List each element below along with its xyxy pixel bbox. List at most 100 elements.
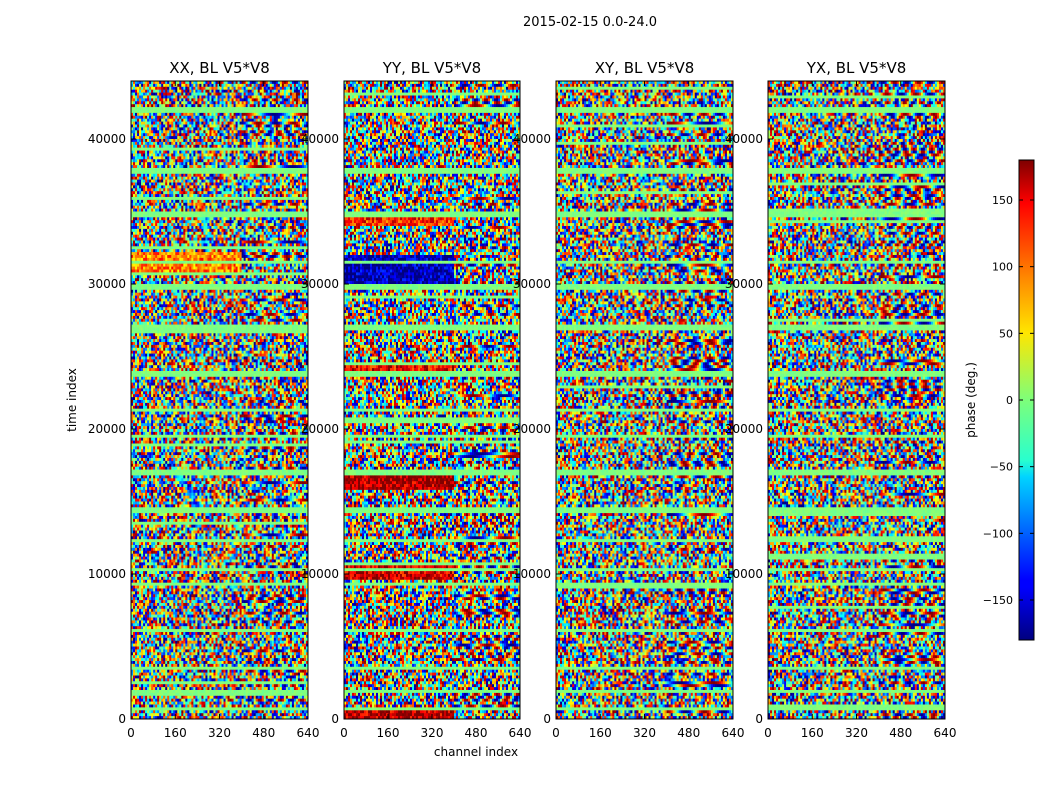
heatmap-cell bbox=[197, 122, 199, 125]
heatmap-cell bbox=[191, 197, 193, 200]
heatmap-cell bbox=[244, 229, 246, 232]
heatmap-cell bbox=[250, 107, 252, 110]
heatmap-cell bbox=[264, 107, 266, 110]
heatmap-cell bbox=[248, 113, 250, 116]
heatmap-cell bbox=[205, 101, 207, 104]
heatmap-cell bbox=[252, 145, 254, 148]
heatmap-cell bbox=[135, 223, 137, 226]
heatmap-cell bbox=[220, 122, 222, 125]
heatmap-cell bbox=[201, 220, 203, 223]
heatmap-cell bbox=[242, 188, 244, 191]
heatmap-cell bbox=[173, 148, 175, 151]
heatmap-cell bbox=[167, 206, 169, 209]
heatmap-cell bbox=[161, 93, 163, 96]
heatmap-cell bbox=[274, 209, 276, 212]
heatmap-cell bbox=[215, 142, 217, 145]
heatmap-cell bbox=[145, 229, 147, 232]
heatmap-cell bbox=[173, 168, 175, 171]
heatmap-cell bbox=[284, 188, 286, 191]
heatmap-cell bbox=[175, 87, 177, 90]
heatmap-cell bbox=[153, 145, 155, 148]
heatmap-cell bbox=[147, 226, 149, 229]
heatmap-cell bbox=[236, 116, 238, 119]
heatmap-cell bbox=[228, 133, 230, 136]
heatmap-cell bbox=[215, 125, 217, 128]
heatmap-cell bbox=[139, 107, 141, 110]
heatmap-cell bbox=[159, 214, 161, 217]
heatmap-cell bbox=[195, 130, 197, 133]
heatmap-cell bbox=[264, 127, 266, 130]
heatmap-cell bbox=[143, 232, 145, 235]
heatmap-cell bbox=[157, 145, 159, 148]
heatmap-cell bbox=[213, 136, 215, 139]
heatmap-cell bbox=[193, 212, 195, 215]
heatmap-cell bbox=[226, 98, 228, 101]
heatmap-cell bbox=[187, 188, 189, 191]
heatmap-cell bbox=[270, 87, 272, 90]
heatmap-cell bbox=[236, 133, 238, 136]
heatmap-cell bbox=[230, 159, 232, 162]
heatmap-cell bbox=[254, 194, 256, 197]
heatmap-cell bbox=[181, 177, 183, 180]
heatmap-cell bbox=[205, 127, 207, 130]
heatmap-cell bbox=[234, 232, 236, 235]
heatmap-cell bbox=[151, 130, 153, 133]
heatmap-cell bbox=[161, 183, 163, 186]
heatmap-cell bbox=[250, 229, 252, 232]
heatmap-cell bbox=[292, 84, 294, 87]
heatmap-cell bbox=[137, 107, 139, 110]
heatmap-cell bbox=[217, 116, 219, 119]
heatmap-cell bbox=[224, 206, 226, 209]
heatmap-cell bbox=[292, 148, 294, 151]
heatmap-cell bbox=[193, 101, 195, 104]
heatmap-cell bbox=[284, 209, 286, 212]
heatmap-cell bbox=[234, 122, 236, 125]
heatmap-cell bbox=[189, 194, 191, 197]
heatmap-cell bbox=[213, 200, 215, 203]
heatmap-cell bbox=[135, 188, 137, 191]
heatmap-cell bbox=[224, 171, 226, 174]
heatmap-cell bbox=[282, 183, 284, 186]
heatmap-cell bbox=[262, 214, 264, 217]
heatmap-cell bbox=[167, 226, 169, 229]
heatmap-cell bbox=[179, 156, 181, 159]
heatmap-cell bbox=[217, 185, 219, 188]
heatmap-cell bbox=[248, 217, 250, 220]
heatmap-cell bbox=[274, 220, 276, 223]
heatmap-cell bbox=[222, 151, 224, 154]
heatmap-cell bbox=[175, 110, 177, 113]
heatmap-cell bbox=[151, 142, 153, 145]
heatmap-cell bbox=[191, 122, 193, 125]
heatmap-cell bbox=[209, 209, 211, 212]
heatmap-cell bbox=[256, 116, 258, 119]
heatmap-cell bbox=[183, 185, 185, 188]
heatmap-cell bbox=[203, 220, 205, 223]
heatmap-cell bbox=[139, 200, 141, 203]
heatmap-cell bbox=[197, 203, 199, 206]
heatmap-cell bbox=[199, 145, 201, 148]
heatmap-cell bbox=[260, 238, 262, 241]
heatmap-cell bbox=[207, 122, 209, 125]
heatmap-cell bbox=[191, 209, 193, 212]
heatmap-cell bbox=[230, 133, 232, 136]
heatmap-cell bbox=[217, 206, 219, 209]
heatmap-cell bbox=[175, 133, 177, 136]
heatmap-cell bbox=[228, 101, 230, 104]
heatmap-cell bbox=[189, 238, 191, 241]
heatmap-cell bbox=[260, 168, 262, 171]
heatmap-cell bbox=[159, 168, 161, 171]
heatmap-cell bbox=[173, 145, 175, 148]
heatmap-cell bbox=[185, 217, 187, 220]
heatmap-cell bbox=[183, 90, 185, 93]
heatmap-cell bbox=[240, 122, 242, 125]
heatmap-cell bbox=[258, 119, 260, 122]
heatmap-cell bbox=[137, 133, 139, 136]
heatmap-cell bbox=[256, 151, 258, 154]
heatmap-cell bbox=[183, 93, 185, 96]
heatmap-cell bbox=[284, 84, 286, 87]
heatmap-cell bbox=[143, 229, 145, 232]
heatmap-cell bbox=[272, 194, 274, 197]
heatmap-cell bbox=[224, 133, 226, 136]
heatmap-cell bbox=[220, 165, 222, 168]
heatmap-cell bbox=[207, 180, 209, 183]
